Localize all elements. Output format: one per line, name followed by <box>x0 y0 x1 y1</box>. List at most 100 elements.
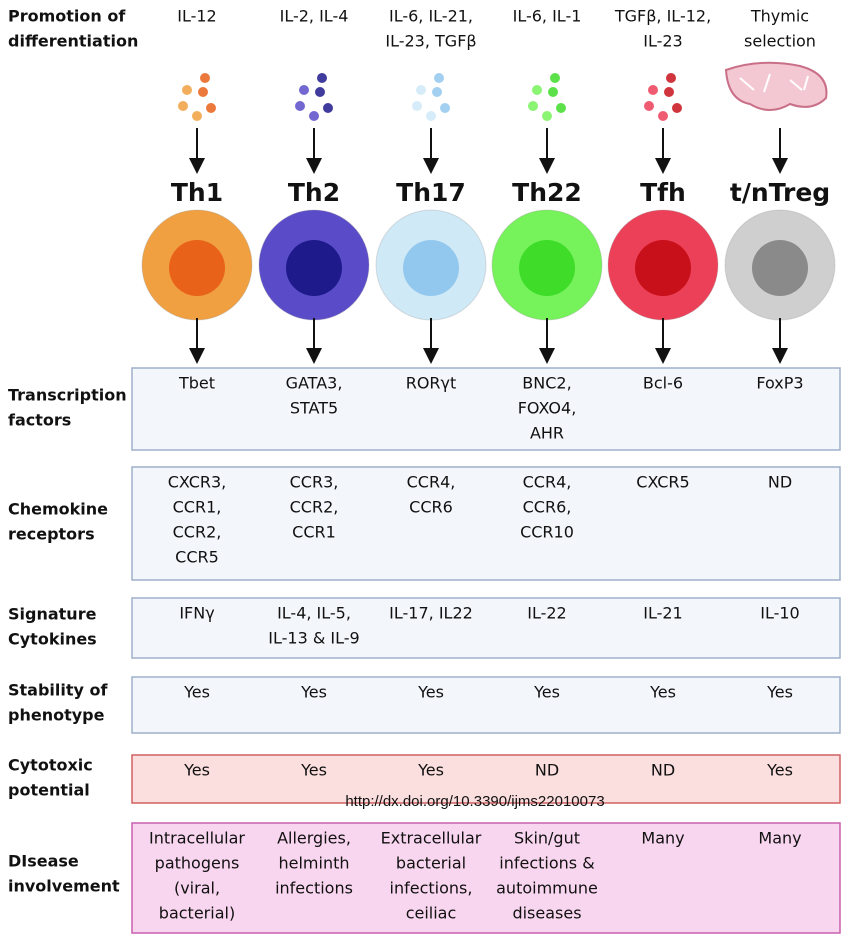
row-label: Signature <box>8 605 97 624</box>
cytokine-dot <box>295 101 305 111</box>
nucleus <box>752 240 808 296</box>
cell-value: infections, <box>390 879 473 898</box>
cytokine-dot <box>178 101 188 111</box>
row-box <box>131 754 841 804</box>
cytokine-dot <box>664 87 674 97</box>
cell-value: IL-17, IL22 <box>389 604 473 623</box>
cell-value: infections & <box>499 854 594 873</box>
cytokine-dot <box>309 111 319 121</box>
cytokine-dot <box>672 103 682 113</box>
cell-value: BNC2, <box>522 374 571 393</box>
cell-value: diseases <box>512 904 581 923</box>
cell-value: ND <box>768 473 792 492</box>
cell-value: Skin/gut <box>514 829 580 848</box>
nucleus <box>635 240 691 296</box>
row-label: Transcription <box>8 386 127 405</box>
source-url: http://dx.doi.org/10.3390/ijms22010073 <box>345 793 604 810</box>
cytokine-dot <box>200 73 210 83</box>
cytokine-dot <box>317 73 327 83</box>
row-label: differentiation <box>8 32 138 51</box>
cell-name: Tfh <box>640 178 686 207</box>
row-box <box>131 367 841 451</box>
cytokine-dot <box>556 103 566 113</box>
cytokine-dot <box>542 111 552 121</box>
cell-value: IL-4, IL-5, <box>277 604 351 623</box>
cytokine-dot <box>416 85 426 95</box>
row-label: receptors <box>8 525 95 544</box>
cell-value: Yes <box>183 683 210 702</box>
cell-value: pathogens <box>155 854 240 873</box>
cell-value: Allergies, <box>277 829 351 848</box>
promotion-text: IL-23, TGFβ <box>385 32 476 51</box>
promotion-text: Thymic <box>750 7 809 26</box>
cell-name: Th17 <box>396 178 466 207</box>
cell-value: CXCR5 <box>636 473 689 492</box>
cell-value: Yes <box>766 761 793 780</box>
promotion-text: IL-2, IL-4 <box>280 7 349 26</box>
cytokine-dot <box>434 73 444 83</box>
cytokine-dot <box>198 87 208 97</box>
cytokine-dot <box>412 101 422 111</box>
cell-value: CCR10 <box>520 523 574 542</box>
cell-value: Yes <box>417 683 444 702</box>
cell-value: CCR3, <box>290 473 339 492</box>
cytokine-dot <box>299 85 309 95</box>
nucleus <box>169 240 225 296</box>
cell-value: infections <box>275 879 353 898</box>
cell-value: IL-22 <box>527 604 566 623</box>
cell-value: Yes <box>533 683 560 702</box>
row-label: DIsease <box>8 852 79 871</box>
row-box <box>131 597 841 659</box>
cell-value: CCR4, <box>523 473 572 492</box>
cytokine-dot <box>206 103 216 113</box>
row-box <box>131 466 841 581</box>
cytokine-dot <box>648 85 658 95</box>
cell-value: Yes <box>300 683 327 702</box>
cell-value: Many <box>758 829 801 848</box>
cytokine-dot <box>548 87 558 97</box>
cell-value: ND <box>651 761 675 780</box>
cell-value: autoimmune <box>496 879 598 898</box>
cell-value: CXCR3, <box>168 473 227 492</box>
cell-value: RORγt <box>406 374 457 393</box>
row-label: potential <box>8 781 90 800</box>
cell-value: Yes <box>766 683 793 702</box>
cell-value: CCR6, <box>523 498 572 517</box>
cell-name: Th2 <box>288 178 340 207</box>
cell-value: CCR1 <box>292 523 336 542</box>
cell-value: IL-10 <box>760 604 799 623</box>
cell-value: bacterial) <box>159 904 235 923</box>
cell-name: Th1 <box>171 178 223 207</box>
cell-value: AHR <box>530 424 564 443</box>
nucleus <box>403 240 459 296</box>
cytokine-dot <box>532 85 542 95</box>
promotion-text: IL-6, IL-21, <box>389 7 473 26</box>
cell-value: Intracellular <box>149 829 245 848</box>
cell-value: ND <box>535 761 559 780</box>
nucleus <box>286 240 342 296</box>
cell-value: Yes <box>649 683 676 702</box>
cell-value: (viral, <box>174 879 220 898</box>
row-label: factors <box>8 411 71 430</box>
promotion-text: IL-12 <box>177 7 216 26</box>
promotion-text: TGFβ, IL-12, <box>614 7 711 26</box>
cell-value: Tbet <box>178 374 215 393</box>
cytokine-dot <box>315 87 325 97</box>
row-box <box>131 676 841 734</box>
cytokine-dot <box>644 101 654 111</box>
row-label: Cytotoxic <box>8 756 93 775</box>
cell-value: IL-21 <box>643 604 682 623</box>
cell-value: helminth <box>278 854 349 873</box>
cytokine-dot <box>426 111 436 121</box>
row-label: Cytokines <box>8 630 97 649</box>
cytokine-dot <box>440 103 450 113</box>
cell-value: ceiliac <box>406 904 457 923</box>
cell-value: Yes <box>183 761 210 780</box>
nucleus <box>519 240 575 296</box>
cell-name: t/nTreg <box>730 178 830 207</box>
cytokine-dot <box>432 87 442 97</box>
cytokine-dot <box>550 73 560 83</box>
cytokine-dot <box>182 85 192 95</box>
promotion-text: IL-23 <box>643 32 682 51</box>
